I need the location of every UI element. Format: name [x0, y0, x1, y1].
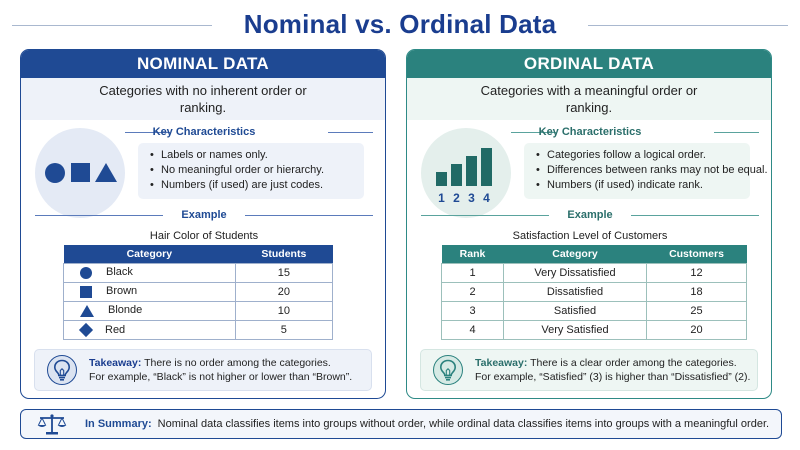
characteristic-item: Labels or names only.	[150, 148, 356, 163]
title-divider-right	[588, 25, 788, 26]
nominal-description: Categories with no inherent order or ran…	[21, 78, 385, 120]
summary-text: Nominal data classifies items into group…	[157, 418, 770, 430]
page-title: Nominal vs. Ordinal Data	[243, 8, 557, 39]
takeaway-example: For example, “Black” is not higher or lo…	[89, 371, 353, 383]
table-row: 3 Satisfied 25	[441, 300, 747, 321]
nominal-table-title: Hair Color of Students	[149, 230, 259, 242]
nominal-characteristics: Labels or names only. No meaningful orde…	[138, 143, 364, 199]
nominal-header: NOMINAL DATA	[21, 50, 385, 78]
table-row: Black 15	[63, 262, 334, 283]
shapes-icon	[35, 128, 125, 218]
column-header: Rank	[441, 245, 504, 263]
table-row: Blonde 10	[63, 300, 334, 321]
takeaway-text: There is a clear order among the categor…	[527, 357, 737, 369]
ordinal-characteristics: Categories follow a logical order. Diffe…	[524, 143, 768, 199]
column-header: Category	[63, 245, 236, 263]
characteristic-item: Numbers (if used) are just codes.	[150, 178, 356, 193]
diamond-icon	[78, 322, 94, 337]
nominal-example-title: Example	[21, 208, 385, 222]
table-row: 4 Very Satisfied 20	[441, 319, 747, 340]
nominal-panel: NOMINAL DATA Categories with no inherent…	[20, 49, 386, 399]
nominal-takeaway: Takeaway: There is no order among the ca…	[34, 349, 372, 391]
takeaway-label: Takeaway:	[475, 357, 528, 369]
ranked-bars-icon: 1 2 3 4	[421, 128, 511, 218]
ordinal-example-title: Example	[407, 208, 771, 222]
table-row: 1 Very Dissatisfied 12	[441, 262, 747, 283]
lightbulb-icon	[47, 355, 77, 385]
takeaway-label: Takeaway:	[89, 357, 142, 369]
title-row: Nominal vs. Ordinal Data	[0, 8, 800, 40]
ordinal-header: ORDINAL DATA	[407, 50, 771, 78]
title-divider-left	[12, 25, 212, 26]
summary-bar: In Summary: Nominal data classifies item…	[20, 409, 782, 439]
takeaway-example: For example, “Satisfied” (3) is higher t…	[475, 371, 751, 383]
ordinal-takeaway: Takeaway: There is a clear order among t…	[420, 349, 758, 391]
ordinal-table: Rank Category Customers 1 Very Dissatisf…	[441, 245, 747, 340]
takeaway-text: There is no order among the categories.	[141, 357, 331, 369]
table-row: Brown 20	[63, 281, 334, 302]
column-header: Category	[503, 245, 647, 263]
table-row: 2 Dissatisfied 18	[441, 281, 747, 302]
rank-number: 3	[468, 191, 475, 205]
table-row: Red 5	[63, 319, 334, 340]
rank-number: 4	[483, 191, 490, 205]
summary-label: In Summary:	[85, 418, 152, 430]
nominal-table: Category Students Black 15 Brown 20 Blon…	[63, 245, 334, 340]
characteristic-item: Numbers (if used) indicate rank.	[536, 178, 742, 193]
characteristic-item: Categories follow a logical order.	[536, 148, 742, 163]
rank-number: 1	[438, 191, 445, 205]
ordinal-table-title: Satisfaction Level of Customers	[512, 230, 668, 242]
column-header: Customers	[646, 245, 747, 263]
nominal-key-title: Key Characteristics	[21, 125, 385, 139]
circle-icon	[80, 266, 92, 279]
ordinal-key-title: Key Characteristics	[407, 125, 771, 139]
characteristic-item: No meaningful order or hierarchy.	[150, 163, 356, 178]
balance-scale-icon	[37, 414, 67, 435]
ordinal-description: Categories with a meaningful order or ra…	[407, 78, 771, 120]
rank-number: 2	[453, 191, 460, 205]
lightbulb-icon	[433, 355, 463, 385]
ordinal-panel: ORDINAL DATA Categories with a meaningfu…	[406, 49, 772, 399]
triangle-icon	[80, 304, 94, 317]
square-icon	[80, 285, 92, 298]
column-header: Students	[235, 245, 333, 263]
characteristic-item: Differences between ranks may not be equ…	[536, 163, 768, 178]
